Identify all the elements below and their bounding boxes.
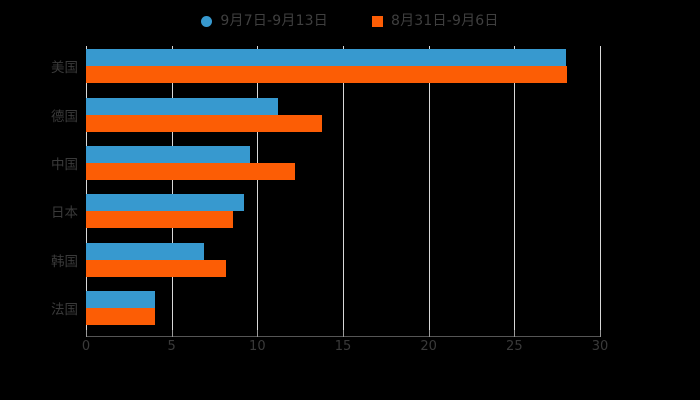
gridline-x-5 <box>171 46 173 336</box>
x-tick-mark-10 <box>257 330 259 337</box>
bar-韩国-series-0[interactable] <box>86 242 205 260</box>
legend-item-series-1[interactable]: 8月31日-9月6日 <box>372 14 499 28</box>
bar-德国-series-1[interactable] <box>86 114 323 132</box>
bar-group-1 <box>86 97 600 132</box>
bar-中国-series-0[interactable] <box>86 145 251 163</box>
x-tick-label-25: 25 <box>506 339 523 354</box>
y-axis-label-法国: 法国 <box>51 301 78 318</box>
bar-group-2 <box>86 145 600 180</box>
x-tick-mark-20 <box>428 330 430 337</box>
plot-area <box>86 46 601 336</box>
x-tick-mark-15 <box>343 330 344 337</box>
x-tick-label-20: 20 <box>420 339 437 354</box>
gridline-x-30 <box>600 46 601 336</box>
x-tick-label-30: 30 <box>591 339 609 354</box>
y-axis-labels: 美国德国中国日本韩国法国 <box>0 46 78 336</box>
y-axis-label-日本: 日本 <box>51 205 78 222</box>
bar-group-3 <box>86 194 600 229</box>
y-axis-label-中国: 中国 <box>51 156 78 173</box>
x-tick-mark-30 <box>600 330 601 337</box>
gridline-x-20 <box>428 46 430 336</box>
gridline-x-25 <box>514 46 516 336</box>
legend-label-series-1: 8月31日-9月6日 <box>391 13 499 29</box>
bar-group-4 <box>86 242 600 277</box>
y-axis-label-美国: 美国 <box>51 60 78 77</box>
legend-swatch-circle-icon <box>201 15 213 27</box>
bar-法国-series-0[interactable] <box>86 290 155 308</box>
bar-美国-series-0[interactable] <box>86 49 566 67</box>
bar-group-0 <box>86 49 600 84</box>
x-tick-label-10: 10 <box>249 339 266 354</box>
x-tick-label-0: 0 <box>81 339 91 354</box>
x-tick-label-5: 5 <box>167 339 176 354</box>
bar-法国-series-1[interactable] <box>86 307 155 325</box>
x-tick-mark-0 <box>86 330 87 337</box>
y-axis-label-德国: 德国 <box>51 108 78 125</box>
bar-韩国-series-1[interactable] <box>86 259 227 277</box>
x-tick-mark-25 <box>514 330 516 337</box>
legend-item-series-0[interactable]: 9月7日-9月13日 <box>201 14 328 28</box>
gridline-x-10 <box>257 46 259 336</box>
bar-日本-series-1[interactable] <box>86 211 234 229</box>
bar-德国-series-0[interactable] <box>86 97 278 115</box>
bar-中国-series-1[interactable] <box>86 162 296 180</box>
gridline-x-15 <box>343 46 344 336</box>
y-axis-label-韩国: 韩国 <box>51 253 78 270</box>
x-tick-label-15: 15 <box>334 339 352 354</box>
bar-日本-series-0[interactable] <box>86 194 244 212</box>
legend-label-series-0: 9月7日-9月13日 <box>220 13 328 29</box>
bar-美国-series-1[interactable] <box>86 66 568 84</box>
chart-legend: 9月7日-9月13日 8月31日-9月6日 <box>0 8 700 34</box>
gridline-x-0 <box>86 46 87 336</box>
legend-swatch-square-icon <box>372 15 383 27</box>
bar-group-5 <box>86 290 600 325</box>
x-tick-mark-5 <box>171 330 173 337</box>
